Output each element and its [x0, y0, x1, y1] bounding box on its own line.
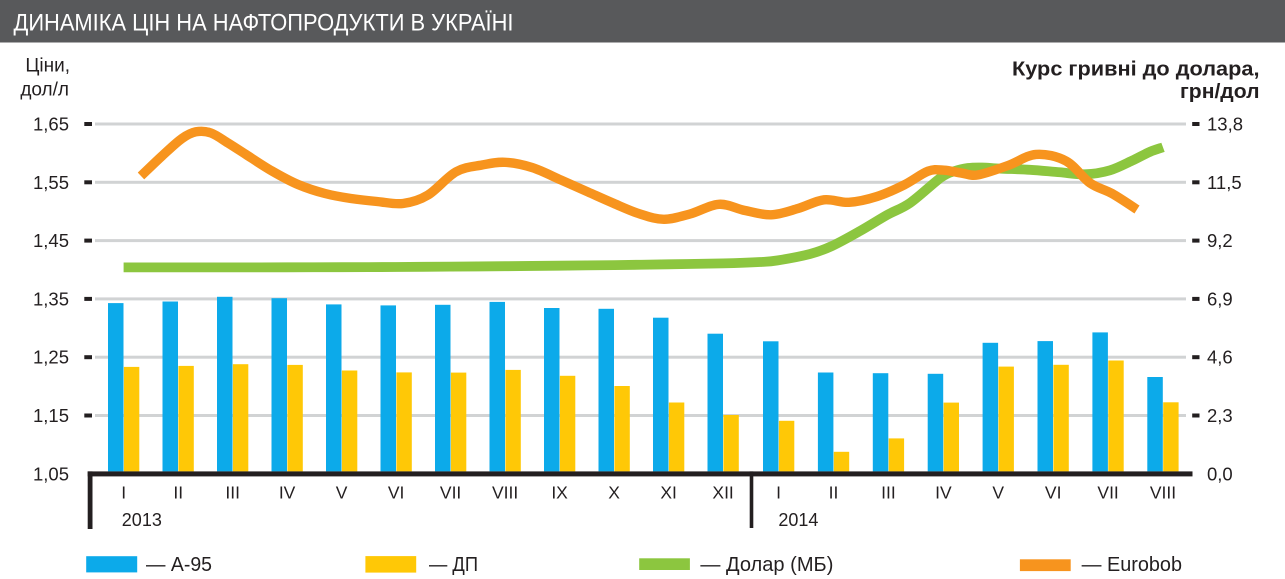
- svg-text:Курс гривні до долара,: Курс гривні до долара,: [1012, 58, 1260, 81]
- svg-text:9,2: 9,2: [1207, 230, 1233, 251]
- svg-text:Ціни,: Ціни,: [25, 56, 70, 77]
- svg-text:I: I: [121, 483, 126, 503]
- svg-text:XII: XII: [712, 483, 733, 503]
- svg-text:III: III: [881, 483, 896, 503]
- svg-text:1,65: 1,65: [33, 114, 69, 135]
- svg-text:XI: XI: [660, 483, 677, 503]
- svg-text:2,3: 2,3: [1207, 405, 1233, 426]
- svg-text:2014: 2014: [778, 510, 818, 530]
- svg-text:VI: VI: [388, 483, 405, 503]
- svg-text:VII: VII: [1097, 483, 1118, 503]
- svg-text:2013: 2013: [122, 510, 162, 530]
- svg-text:— Eurobob: — Eurobob: [1082, 553, 1182, 576]
- svg-text:6,9: 6,9: [1207, 288, 1233, 309]
- svg-text:1,35: 1,35: [33, 288, 69, 309]
- svg-text:V: V: [992, 483, 1004, 503]
- svg-text:I: I: [776, 483, 781, 503]
- svg-text:13,8: 13,8: [1207, 114, 1243, 135]
- svg-text:II: II: [829, 483, 839, 503]
- svg-text:ДИНАМІКА ЦІН НА НАФТОПРОДУКТИ: ДИНАМІКА ЦІН НА НАФТОПРОДУКТИ В УКРАЇНІ: [14, 10, 514, 37]
- svg-text:1,55: 1,55: [33, 172, 69, 193]
- svg-text:0,0: 0,0: [1207, 463, 1233, 484]
- svg-text:III: III: [225, 483, 240, 503]
- svg-text:VIII: VIII: [492, 483, 518, 503]
- svg-text:II: II: [173, 483, 183, 503]
- svg-text:— ДП: — ДП: [429, 553, 478, 576]
- svg-text:1,05: 1,05: [33, 463, 69, 484]
- svg-text:VIII: VIII: [1150, 483, 1176, 503]
- svg-text:— А-95: — А-95: [146, 553, 212, 576]
- svg-text:1,25: 1,25: [33, 347, 69, 368]
- svg-text:— Долар (МБ): — Долар (МБ): [700, 553, 833, 576]
- svg-text:X: X: [608, 483, 620, 503]
- svg-text:IV: IV: [935, 483, 952, 503]
- svg-text:грн/дол: грн/дол: [1180, 80, 1260, 103]
- svg-text:1,45: 1,45: [33, 230, 69, 251]
- svg-text:11,5: 11,5: [1207, 172, 1242, 193]
- svg-text:4,6: 4,6: [1207, 347, 1233, 368]
- svg-text:IV: IV: [279, 483, 296, 503]
- svg-text:1,15: 1,15: [33, 405, 69, 426]
- svg-text:VII: VII: [440, 483, 461, 503]
- svg-text:VI: VI: [1045, 483, 1062, 503]
- svg-text:V: V: [336, 483, 348, 503]
- svg-text:IX: IX: [551, 483, 568, 503]
- svg-text:дол/л: дол/л: [20, 80, 69, 101]
